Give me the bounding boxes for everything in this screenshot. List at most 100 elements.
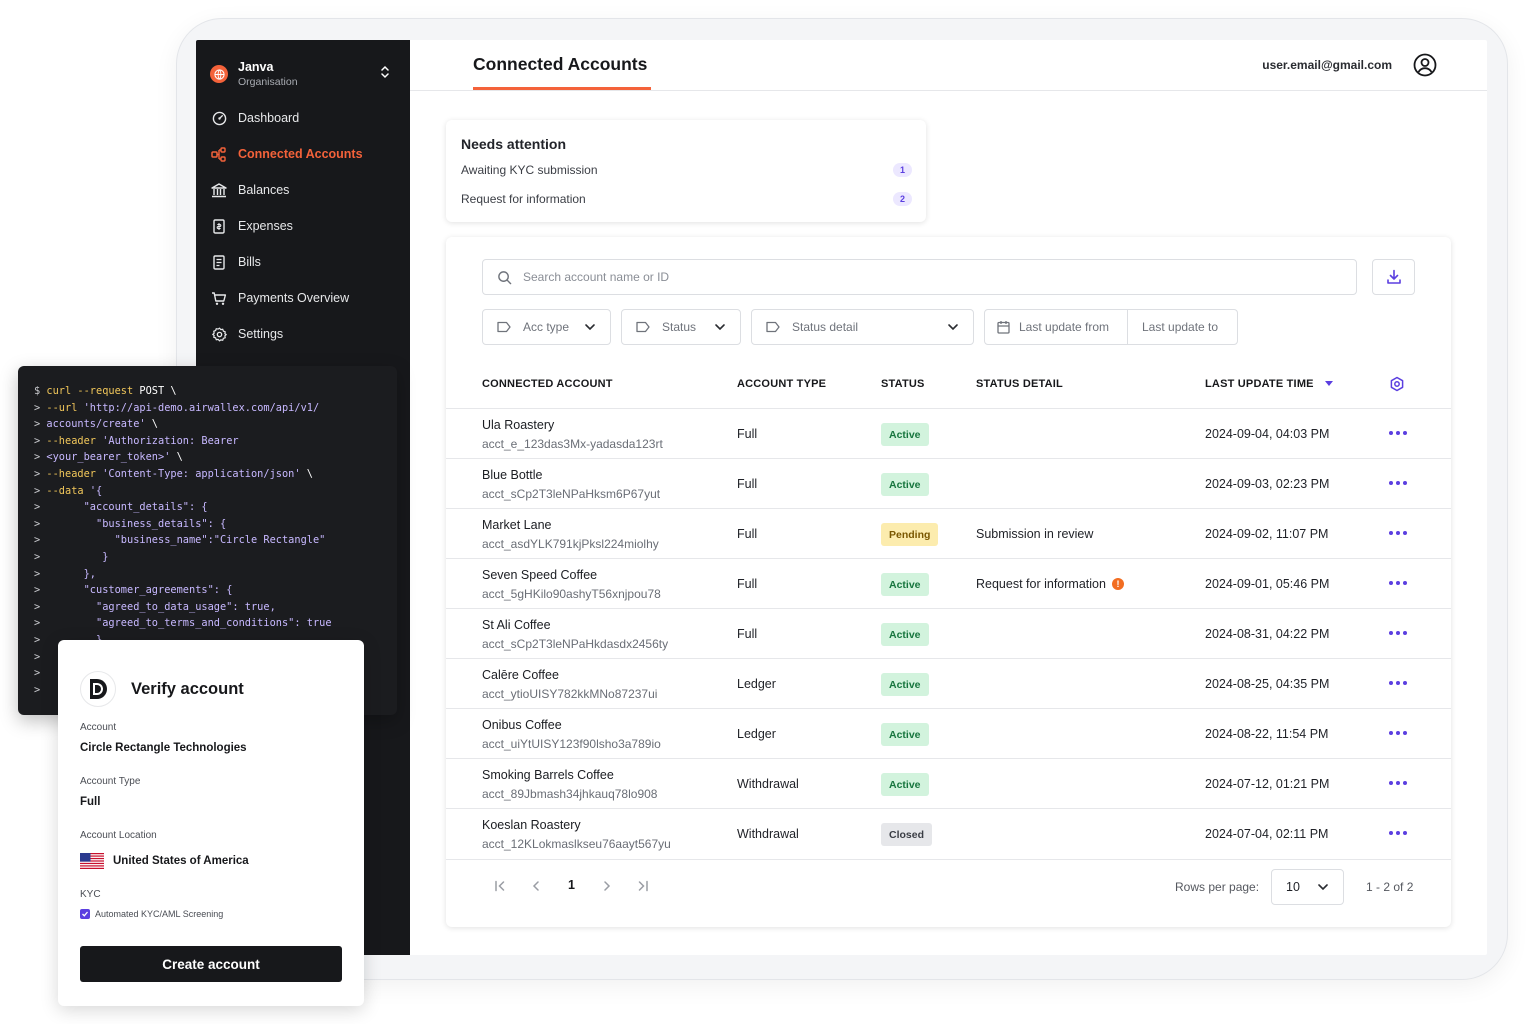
column-header-time[interactable]: LAST UPDATE TIME <box>1205 378 1333 390</box>
date-from-placeholder: Last update from <box>1019 320 1110 334</box>
prev-page-icon[interactable] <box>531 880 541 892</box>
account-name[interactable]: Onibus Coffee <box>482 718 562 732</box>
account-name[interactable]: Smoking Barrels Coffee <box>482 768 614 782</box>
more-actions-icon[interactable] <box>1389 731 1407 737</box>
code-token: \ <box>306 467 313 480</box>
acc-type-filter[interactable]: Acc type <box>482 309 611 345</box>
code-token: "business_name":"Circle Rectangle" <box>114 534 326 547</box>
code-token: > <box>34 567 84 580</box>
checkbox-checked-icon[interactable] <box>80 909 90 919</box>
table-row[interactable]: Blue Bottle acct_sCp2T3leNPaHksm6P67yut Fu… <box>446 458 1451 508</box>
status-detail-text: Submission in review <box>976 527 1094 541</box>
chevron-down-icon <box>1317 882 1329 892</box>
status-badge: Active <box>881 573 929 596</box>
account-type: Ledger <box>737 727 776 741</box>
first-page-icon[interactable] <box>494 880 506 892</box>
table-row[interactable]: St Ali Coffee acct_sCp2T3leNPaHkdasdx2456… <box>446 608 1451 658</box>
more-actions-icon[interactable] <box>1389 431 1407 437</box>
column-header-account: CONNECTED ACCOUNT <box>482 378 613 390</box>
sidebar-item-label: Payments Overview <box>238 291 350 305</box>
last-update-time: 2024-09-01, 05:46 PM <box>1205 577 1330 591</box>
account-type: Full <box>737 527 758 541</box>
sidebar-item-label: Bills <box>238 255 261 269</box>
sidebar-item-balances[interactable]: Balances <box>196 172 410 208</box>
last-update-time: 2024-08-31, 04:22 PM <box>1205 627 1330 641</box>
sort-desc-icon[interactable] <box>1324 378 1333 390</box>
more-actions-icon[interactable] <box>1389 681 1407 687</box>
current-page-number[interactable]: 1 <box>568 878 575 892</box>
table-row[interactable]: Market Lane acct_asdYLK791kjPksl224miolhy… <box>446 508 1451 558</box>
download-button[interactable] <box>1372 259 1415 295</box>
kyc-option[interactable]: Automated KYC/AML Screening <box>80 909 223 919</box>
code-line: $ curl --request POST \ <box>34 383 397 400</box>
account-name[interactable]: Ula Roastery <box>482 418 555 432</box>
attention-item-label: Request for information <box>461 192 586 206</box>
filter-label: Status detail <box>792 320 859 334</box>
last-update-time: 2024-09-04, 04:03 PM <box>1205 427 1330 441</box>
more-actions-icon[interactable] <box>1389 581 1407 587</box>
last-update-from-input[interactable]: Last update from <box>985 310 1128 344</box>
table-row[interactable]: Koeslan Roastery acct_12KLokmaslkseu76aay… <box>446 808 1451 858</box>
search-placeholder: Search account name or ID <box>523 270 670 284</box>
table-row[interactable]: Smoking Barrels Coffee acct_89Jbmash34jhk… <box>446 758 1451 808</box>
search-icon <box>497 270 512 285</box>
org-name: Janva <box>238 60 274 74</box>
next-page-icon[interactable] <box>602 880 612 892</box>
table-row[interactable]: Calēre Coffee acct_ytioUISY782kkMNo87237u… <box>446 658 1451 708</box>
rows-per-page-select[interactable]: 10 <box>1271 869 1344 905</box>
account-type: Full <box>737 627 758 641</box>
status-detail-filter[interactable]: Status detail <box>751 309 974 345</box>
bill-icon <box>211 254 227 270</box>
code-token: "account_details": { <box>83 501 208 514</box>
sidebar-item-bills[interactable]: Bills <box>196 244 410 280</box>
account-name[interactable]: Market Lane <box>482 518 552 532</box>
account-name[interactable]: Koeslan Roastery <box>482 818 581 832</box>
code-token: > <box>34 501 84 514</box>
table-row[interactable]: Ula Roastery acct_e_123das3Mx-yadasda123r… <box>446 408 1451 458</box>
attention-count-badge: 2 <box>893 192 912 206</box>
connected-accounts-icon <box>211 146 227 162</box>
more-actions-icon[interactable] <box>1389 781 1407 787</box>
more-actions-icon[interactable] <box>1389 831 1407 837</box>
column-settings-icon[interactable] <box>1389 376 1405 397</box>
status-badge: Closed <box>881 823 933 846</box>
account-name[interactable]: Seven Speed Coffee <box>482 568 598 582</box>
code-token: --data <box>46 484 90 497</box>
more-actions-icon[interactable] <box>1389 481 1407 487</box>
search-input[interactable]: Search account name or ID <box>482 259 1357 295</box>
account-name[interactable]: St Ali Coffee <box>482 618 551 632</box>
sidebar-item-connected-accounts[interactable]: Connected Accounts <box>196 136 410 172</box>
last-page-icon[interactable] <box>637 880 649 892</box>
code-token: 'Authorization: Bearer <box>102 434 239 447</box>
more-actions-icon[interactable] <box>1389 531 1407 537</box>
status-filter[interactable]: Status <box>621 309 741 345</box>
column-header-type: ACCOUNT TYPE <box>737 378 827 390</box>
attention-item-label: Awaiting KYC submission <box>461 163 598 177</box>
code-line: > <box>34 682 397 699</box>
user-avatar-icon[interactable] <box>1413 53 1437 82</box>
org-switcher[interactable]: Janva Organisation <box>210 54 400 94</box>
code-token: } <box>102 550 109 563</box>
chevron-updown-icon[interactable] <box>380 65 390 84</box>
create-account-button[interactable]: Create account <box>80 946 342 982</box>
last-update-to-input[interactable]: Last update to <box>1142 310 1218 344</box>
account-name[interactable]: Calēre Coffee <box>482 668 559 682</box>
attention-item-kyc[interactable]: Awaiting KYC submission 1 <box>461 160 912 180</box>
account-name[interactable]: Blue Bottle <box>482 468 543 482</box>
account-type-label: Account Type <box>80 776 141 787</box>
code-line: > } <box>34 549 397 566</box>
kyc-option-label: Automated KYC/AML Screening <box>95 909 224 919</box>
sidebar-item-settings[interactable]: Settings <box>196 316 410 352</box>
table-row[interactable]: Onibus Coffee acct_uiYtUISY123f90lsho3a78… <box>446 708 1451 758</box>
code-token: > <box>34 550 103 563</box>
sidebar-item-dashboard[interactable]: Dashboard <box>196 100 410 136</box>
attention-item-rfi[interactable]: Request for information 2 <box>461 189 912 209</box>
sidebar-item-expenses[interactable]: Expenses <box>196 208 410 244</box>
more-actions-icon[interactable] <box>1389 631 1407 637</box>
sidebar-item-payments-overview[interactable]: Payments Overview <box>196 280 410 316</box>
code-token: \ <box>176 451 183 464</box>
status-badge: Active <box>881 623 929 646</box>
code-line: > <box>34 649 397 666</box>
table-row[interactable]: Seven Speed Coffee acct_5gHKilo90ashyT56x… <box>446 558 1451 608</box>
page-title-tab[interactable]: Connected Accounts <box>473 54 648 74</box>
